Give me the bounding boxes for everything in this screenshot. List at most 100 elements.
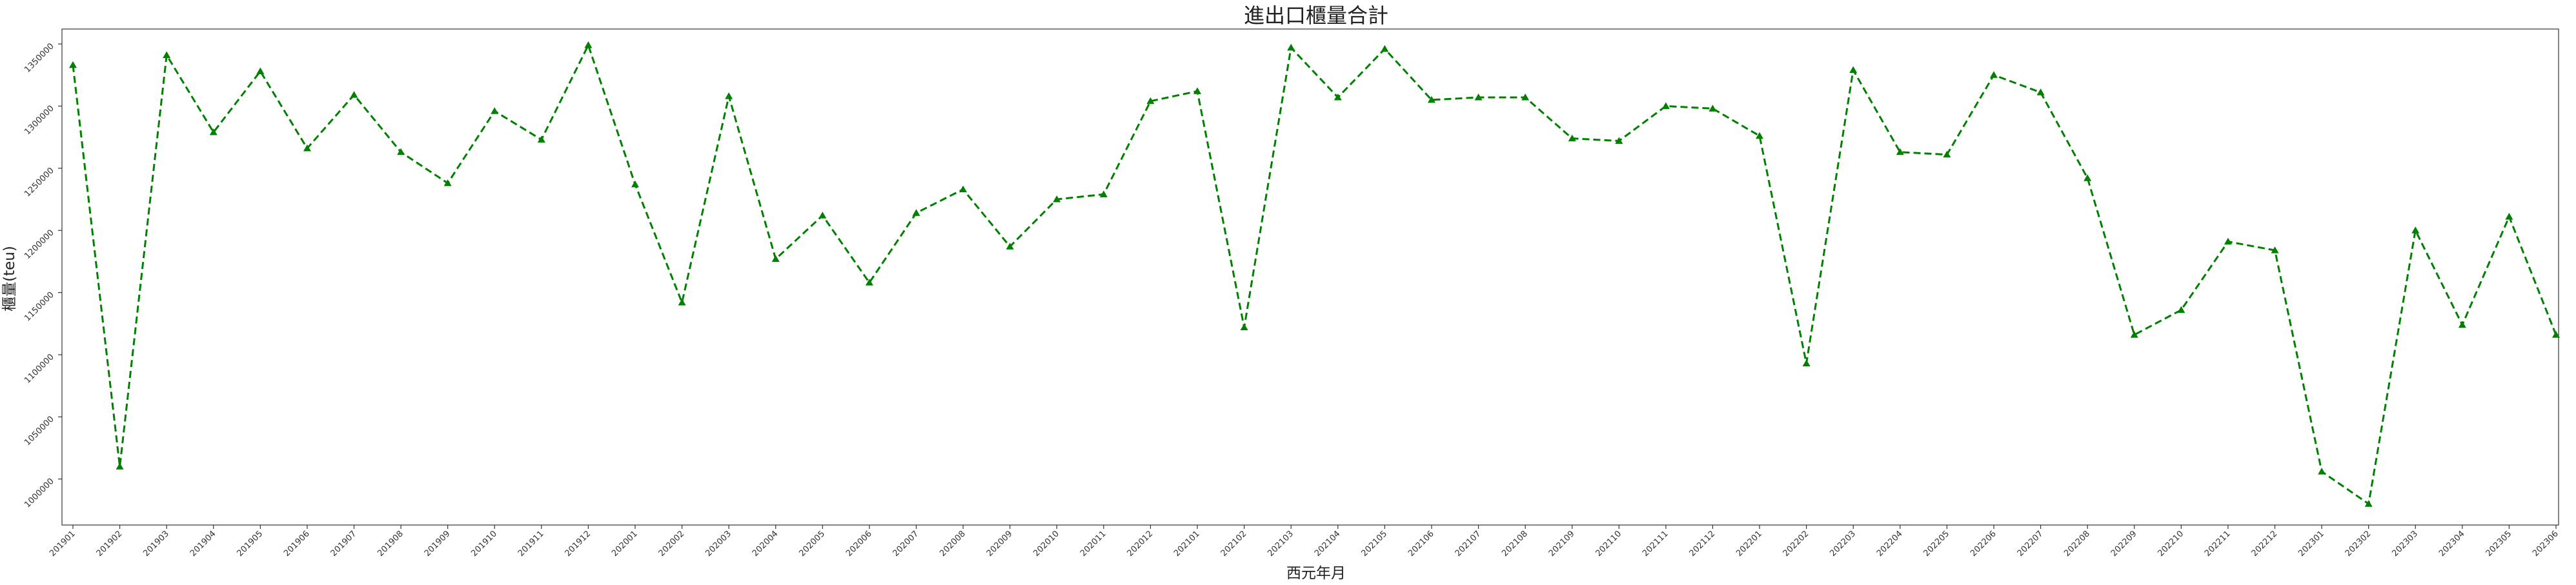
x-tick-label: 202111 bbox=[1641, 529, 1670, 559]
data-point bbox=[912, 209, 920, 216]
x-tick-label: 202006 bbox=[844, 529, 874, 559]
data-point bbox=[1943, 150, 1951, 158]
y-tick-label: 1250000 bbox=[23, 166, 56, 199]
x-tick-label: 202205 bbox=[1922, 529, 1952, 559]
data-point bbox=[2130, 331, 2138, 338]
x-tick-label: 202107 bbox=[1454, 529, 1483, 559]
data-point bbox=[2177, 306, 2186, 313]
x-tick-label: 202003 bbox=[704, 529, 733, 559]
x-tick-label: 202212 bbox=[2250, 529, 2280, 559]
data-point bbox=[865, 279, 873, 286]
data-point bbox=[1334, 94, 1342, 101]
data-point bbox=[771, 255, 780, 263]
x-tick-label: 202103 bbox=[1266, 529, 1295, 559]
x-tick-label: 202008 bbox=[938, 529, 968, 559]
data-point bbox=[1709, 104, 1717, 112]
data-point bbox=[1287, 43, 1295, 51]
plot-frame bbox=[61, 28, 2559, 526]
data-point bbox=[2364, 500, 2373, 507]
chart-title: 進出口櫃量合計 bbox=[1244, 3, 1388, 28]
data-point bbox=[1661, 102, 1670, 109]
x-tick-label: 201905 bbox=[235, 529, 265, 559]
x-tick-label: 202208 bbox=[2062, 529, 2092, 559]
x-tick-label: 202104 bbox=[1313, 529, 1343, 559]
data-point bbox=[397, 148, 405, 155]
x-tick-label: 202303 bbox=[2390, 529, 2420, 559]
data-point bbox=[1427, 95, 1435, 103]
data-point bbox=[537, 135, 545, 143]
data-point bbox=[116, 462, 124, 470]
data-point bbox=[491, 107, 499, 114]
x-tick-label: 202002 bbox=[657, 529, 687, 559]
x-tick-label: 202203 bbox=[1828, 529, 1858, 559]
x-tick-label: 202112 bbox=[1688, 529, 1718, 559]
data-point bbox=[2318, 468, 2326, 475]
x-tick-label: 202202 bbox=[1781, 529, 1811, 559]
y-tick-label: 1150000 bbox=[23, 290, 56, 324]
x-tick-label: 202304 bbox=[2437, 529, 2467, 559]
data-point bbox=[1521, 94, 1530, 101]
data-point bbox=[725, 92, 733, 99]
y-tick-label: 1000000 bbox=[23, 477, 56, 510]
x-tick-label: 202110 bbox=[1594, 529, 1623, 559]
x-tick-label: 201911 bbox=[516, 529, 546, 559]
data-point bbox=[256, 67, 265, 75]
data-point bbox=[1006, 243, 1014, 250]
data-point bbox=[303, 144, 311, 152]
x-tick-label: 202001 bbox=[610, 529, 640, 559]
data-point bbox=[1146, 97, 1155, 104]
data-point bbox=[1756, 132, 1764, 139]
data-point bbox=[2084, 174, 2092, 181]
x-tick-label: 202305 bbox=[2484, 529, 2514, 559]
data-point bbox=[2411, 226, 2420, 233]
x-tick-label: 202109 bbox=[1547, 529, 1577, 559]
x-axis-label: 西元年月 bbox=[1286, 565, 1346, 582]
data-point bbox=[2505, 213, 2513, 220]
x-tick-label: 202009 bbox=[985, 529, 1015, 559]
x-tick-label: 201902 bbox=[95, 529, 125, 559]
x-tick-label: 202011 bbox=[1079, 529, 1108, 559]
data-point bbox=[1099, 190, 1108, 197]
data-point bbox=[1240, 323, 1248, 331]
x-tick-label: 202106 bbox=[1406, 529, 1436, 559]
data-point bbox=[443, 179, 452, 186]
x-tick-label: 201908 bbox=[376, 529, 405, 559]
data-point bbox=[1193, 87, 1202, 94]
y-tick-label: 1050000 bbox=[23, 415, 56, 448]
series-line bbox=[72, 43, 2557, 506]
x-tick-label: 202108 bbox=[1500, 529, 1530, 559]
x-tick-label: 201906 bbox=[282, 529, 312, 559]
x-tick-label: 202306 bbox=[2531, 529, 2561, 559]
x-tick-label: 202007 bbox=[891, 529, 921, 559]
x-tick-label: 201912 bbox=[563, 529, 593, 559]
data-point bbox=[350, 91, 358, 98]
data-point bbox=[1381, 45, 1389, 52]
data-point bbox=[1896, 148, 1904, 155]
x-tick-label: 202210 bbox=[2156, 529, 2186, 559]
x-tick-label: 201909 bbox=[423, 529, 452, 559]
x-tick-label: 202012 bbox=[1126, 529, 1155, 559]
data-point bbox=[1615, 137, 1623, 144]
data-point bbox=[818, 212, 827, 219]
data-point bbox=[69, 61, 77, 68]
x-tick-label: 202102 bbox=[1219, 529, 1249, 559]
x-tick-label: 202010 bbox=[1031, 529, 1061, 559]
y-tick-label: 1200000 bbox=[23, 228, 56, 261]
y-tick-label: 1350000 bbox=[23, 41, 56, 75]
x-tick-label: 202209 bbox=[2109, 529, 2139, 559]
data-point bbox=[2458, 321, 2466, 328]
x-tick-label: 202004 bbox=[751, 529, 780, 559]
data-point bbox=[1802, 359, 1810, 366]
y-axis-label: 櫃量(teu) bbox=[1, 246, 18, 312]
x-tick-label: 202101 bbox=[1172, 529, 1202, 559]
x-tick-label: 201907 bbox=[329, 529, 359, 559]
data-point bbox=[209, 128, 218, 135]
x-tick-label: 202301 bbox=[2297, 529, 2326, 559]
data-point bbox=[1849, 66, 1858, 74]
x-tick-label: 202302 bbox=[2344, 529, 2373, 559]
data-point bbox=[1053, 195, 1061, 203]
x-tick-label: 202005 bbox=[797, 529, 827, 559]
series-markers bbox=[69, 41, 2560, 507]
x-tick-label: 202105 bbox=[1359, 529, 1389, 559]
